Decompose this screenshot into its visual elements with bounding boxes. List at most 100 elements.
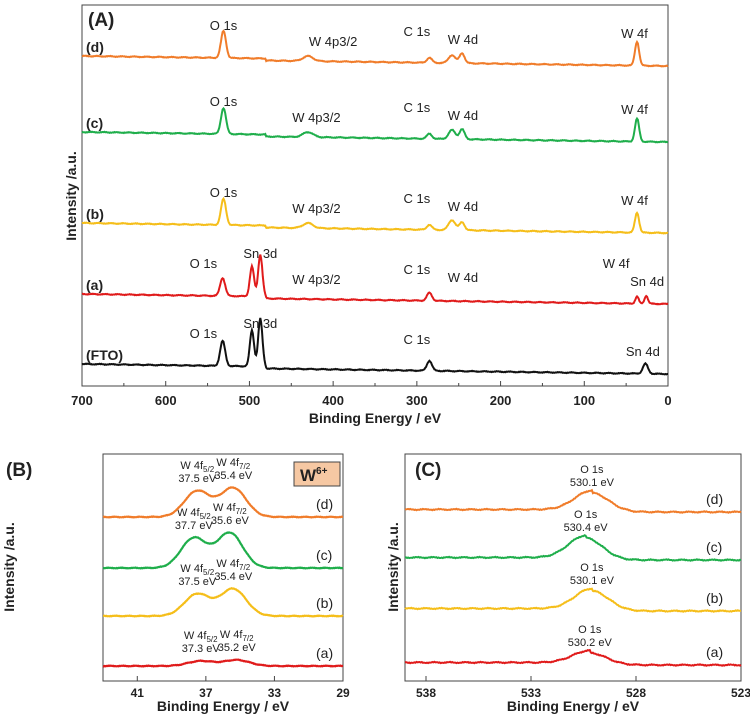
peak-value: 530.2 eV xyxy=(568,637,613,649)
peak-annotation: W 4d xyxy=(448,270,478,285)
peak-annotation: O 1s xyxy=(190,326,218,341)
series-label: (b) xyxy=(706,590,723,606)
peak-value: 35.2 eV xyxy=(218,642,257,654)
x-tick-label: 528 xyxy=(626,686,646,700)
peak-label: O 1s xyxy=(574,509,598,521)
panel-c-ylabel: Intensity /a.u. xyxy=(385,522,401,611)
series-line-b xyxy=(404,587,742,613)
peak-annotation: C 1s xyxy=(403,332,430,347)
peak-label: W 4f5/2 xyxy=(184,630,218,644)
panel-c-xlabel: Binding Energy / eV xyxy=(507,698,640,714)
panel-a-ylabel: Intensity /a.u. xyxy=(63,151,79,240)
series-label: (a) xyxy=(86,277,103,293)
panel-a-xlabel: Binding Energy / eV xyxy=(309,410,442,426)
series-line-a xyxy=(404,648,742,667)
x-tick-label: 700 xyxy=(71,393,93,408)
x-tick-label: 33 xyxy=(268,686,282,700)
panel-c-frame xyxy=(404,453,742,682)
peak-annotation: O 1s xyxy=(210,185,238,200)
peak-label: W 4f7/2 xyxy=(213,502,247,516)
peak-label: W 4f7/2 xyxy=(220,629,254,643)
peak-label: W 4f5/2 xyxy=(180,460,214,474)
peak-annotation: W 4f xyxy=(603,256,630,271)
series-label: (d) xyxy=(86,39,104,55)
panel-c-label: (C) xyxy=(415,460,441,481)
peak-annotation: W 4d xyxy=(448,108,478,123)
peak-label: W 4f7/2 xyxy=(216,457,250,471)
peak-label: W 4f5/2 xyxy=(180,563,214,577)
peak-value: 37.7 eV xyxy=(175,520,214,532)
x-tick-label: 29 xyxy=(336,686,350,700)
x-tick-label: 0 xyxy=(664,393,671,408)
peak-annotation: W 4p3/2 xyxy=(292,110,340,125)
peak-annotation: C 1s xyxy=(403,191,430,206)
series-label: (b) xyxy=(86,206,104,222)
series-label: (d) xyxy=(706,491,723,507)
peak-value: 530.4 eV xyxy=(564,522,609,534)
peak-annotation: O 1s xyxy=(210,94,238,109)
peak-value: 37.5 eV xyxy=(178,576,217,588)
peak-annotation: Sn 3d xyxy=(243,246,277,261)
svg-text:W6+: W6+ xyxy=(300,466,328,485)
peak-label: O 1s xyxy=(580,562,604,574)
panel-b-xlabel: Binding Energy / eV xyxy=(157,698,290,714)
x-tick-label: 500 xyxy=(239,393,261,408)
series-line-c xyxy=(102,531,344,570)
peak-annotation: W 4d xyxy=(448,32,478,47)
x-tick-label: 538 xyxy=(416,686,436,700)
x-tick-label: 400 xyxy=(322,393,344,408)
peak-annotation: C 1s xyxy=(403,24,430,39)
peak-label: W 4f5/2 xyxy=(177,507,211,521)
x-tick-label: 523 xyxy=(731,686,750,700)
series-line-b xyxy=(103,586,344,618)
series-label: (c) xyxy=(316,547,332,563)
peak-value: 35.6 eV xyxy=(211,515,250,527)
peak-label: O 1s xyxy=(578,624,602,636)
series-line-c xyxy=(81,106,669,144)
peak-value: 37.3 eV xyxy=(182,643,221,655)
series-label: (d) xyxy=(316,496,333,512)
series-line-fto xyxy=(81,317,668,376)
peak-annotation: O 1s xyxy=(190,256,218,271)
w6-badge: W6+ xyxy=(293,461,341,487)
peak-annotation: Sn 4d xyxy=(630,274,664,289)
series-label: (c) xyxy=(86,115,103,131)
x-tick-label: 41 xyxy=(131,686,145,700)
panel-b-ylabel: Intensity /a.u. xyxy=(1,522,17,611)
series-label: (FTO) xyxy=(86,347,123,363)
series-label: (a) xyxy=(706,644,723,660)
series-line-a xyxy=(81,254,669,306)
x-tick-label: 100 xyxy=(573,393,595,408)
peak-annotation: W 4p3/2 xyxy=(309,34,357,49)
peak-value: 530.1 eV xyxy=(570,477,615,489)
peak-annotation: W 4f xyxy=(621,102,648,117)
peak-annotation: Sn 3d xyxy=(243,316,277,331)
peak-value: 37.5 eV xyxy=(178,473,217,485)
peak-value: 35.4 eV xyxy=(214,571,253,583)
x-tick-label: 200 xyxy=(490,393,512,408)
x-tick-label: 300 xyxy=(406,393,428,408)
peak-annotation: W 4p3/2 xyxy=(292,272,340,287)
peak-value: 530.1 eV xyxy=(570,575,615,587)
series-line-b xyxy=(81,196,669,235)
peak-label: W 4f7/2 xyxy=(216,558,250,572)
peak-annotation: W 4f xyxy=(621,193,648,208)
series-line-d xyxy=(102,486,344,519)
peak-annotation: Sn 4d xyxy=(626,344,660,359)
peak-annotation: W 4d xyxy=(448,199,478,214)
x-tick-label: 37 xyxy=(199,686,213,700)
series-label: (c) xyxy=(706,539,722,555)
peak-annotation: C 1s xyxy=(403,100,430,115)
series-label: (b) xyxy=(316,595,333,611)
peak-value: 35.4 eV xyxy=(214,470,253,482)
series-label: (a) xyxy=(316,645,333,661)
peak-annotation: C 1s xyxy=(403,262,430,277)
peak-annotation: W 4p3/2 xyxy=(292,201,340,216)
x-tick-label: 600 xyxy=(155,393,177,408)
series-line-d xyxy=(81,29,669,68)
panel-b-label: (B) xyxy=(6,460,32,481)
series-line-d xyxy=(404,488,742,514)
peak-label: O 1s xyxy=(580,464,604,476)
series-line-c xyxy=(405,534,742,562)
